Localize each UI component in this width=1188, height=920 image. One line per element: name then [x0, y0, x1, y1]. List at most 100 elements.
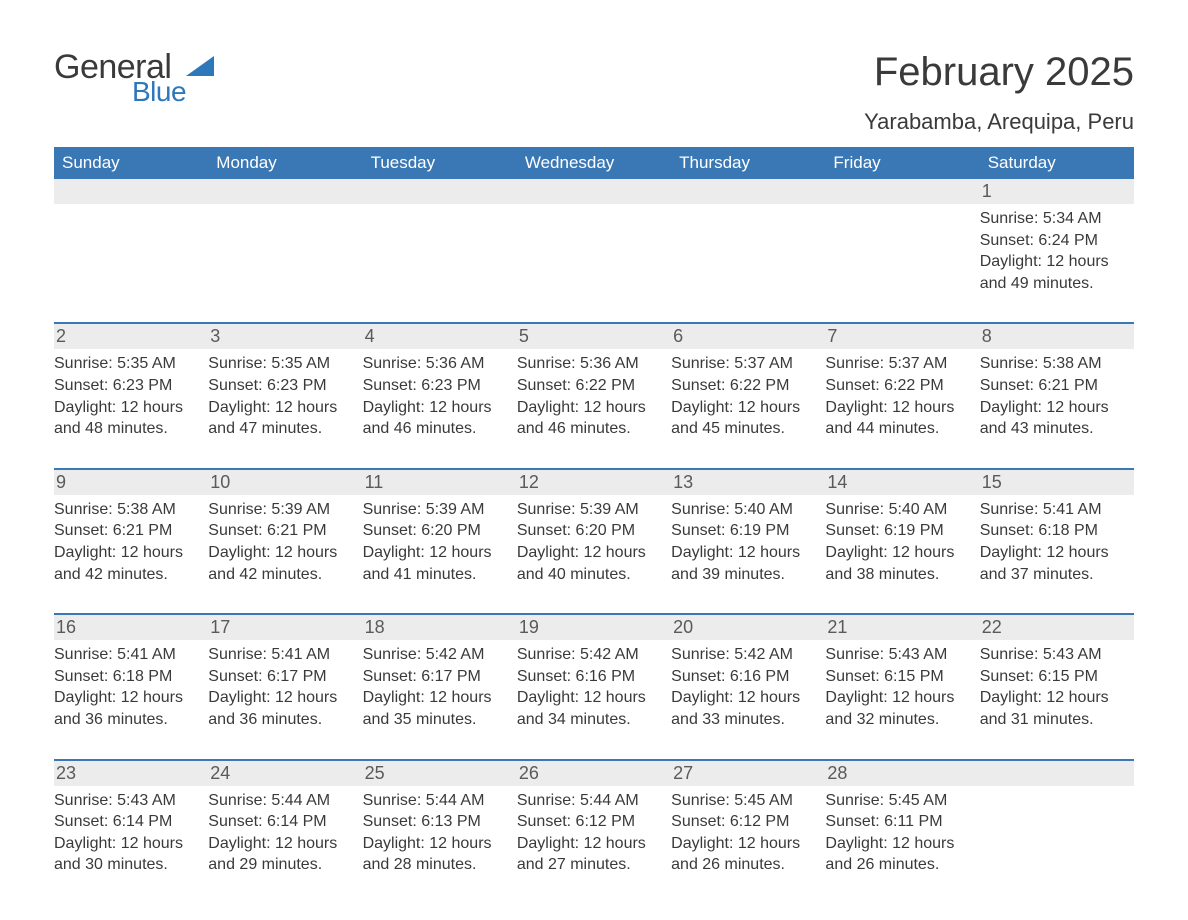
- day-cell: [363, 204, 517, 298]
- sunrise-text: Sunrise: 5:42 AM: [517, 644, 665, 666]
- day-cell: Sunrise: 5:37 AMSunset: 6:22 PMDaylight:…: [671, 349, 825, 443]
- day-cell: Sunrise: 5:42 AMSunset: 6:16 PMDaylight:…: [671, 640, 825, 734]
- sunset-text: Sunset: 6:15 PM: [825, 666, 973, 688]
- day-number-row: 1: [54, 179, 1134, 204]
- week-row: 1Sunrise: 5:34 AMSunset: 6:24 PMDaylight…: [54, 179, 1134, 298]
- day-cell: [980, 786, 1134, 880]
- sunrise-text: Sunrise: 5:40 AM: [825, 499, 973, 521]
- sunset-text: Sunset: 6:17 PM: [208, 666, 356, 688]
- sunrise-text: Sunrise: 5:45 AM: [825, 790, 973, 812]
- day-number: 11: [363, 470, 517, 495]
- sunrise-text: Sunrise: 5:43 AM: [980, 644, 1128, 666]
- day-number: 26: [517, 761, 671, 786]
- sunset-text: Sunset: 6:21 PM: [980, 375, 1128, 397]
- sunset-text: Sunset: 6:16 PM: [517, 666, 665, 688]
- daylight-text: Daylight: 12 hours and 44 minutes.: [825, 397, 973, 440]
- brand-arrow-icon: [186, 56, 220, 80]
- daylight-text: Daylight: 12 hours and 46 minutes.: [517, 397, 665, 440]
- weekday-header: Tuesday: [363, 147, 517, 179]
- sunset-text: Sunset: 6:19 PM: [825, 520, 973, 542]
- daylight-text: Daylight: 12 hours and 45 minutes.: [671, 397, 819, 440]
- daylight-text: Daylight: 12 hours and 33 minutes.: [671, 687, 819, 730]
- day-cell: Sunrise: 5:38 AMSunset: 6:21 PMDaylight:…: [54, 495, 208, 589]
- daylight-text: Daylight: 12 hours and 28 minutes.: [363, 833, 511, 876]
- day-number: [671, 179, 825, 204]
- daylight-text: Daylight: 12 hours and 42 minutes.: [208, 542, 356, 585]
- sunrise-text: Sunrise: 5:36 AM: [517, 353, 665, 375]
- day-cell: Sunrise: 5:40 AMSunset: 6:19 PMDaylight:…: [825, 495, 979, 589]
- sunrise-text: Sunrise: 5:34 AM: [980, 208, 1128, 230]
- sunset-text: Sunset: 6:22 PM: [517, 375, 665, 397]
- brand-name-part2: Blue: [132, 78, 186, 106]
- sunrise-text: Sunrise: 5:41 AM: [54, 644, 202, 666]
- sunrise-text: Sunrise: 5:39 AM: [517, 499, 665, 521]
- sunset-text: Sunset: 6:17 PM: [363, 666, 511, 688]
- day-number-row: 232425262728: [54, 761, 1134, 786]
- day-cell: Sunrise: 5:44 AMSunset: 6:14 PMDaylight:…: [208, 786, 362, 880]
- daylight-text: Daylight: 12 hours and 43 minutes.: [980, 397, 1128, 440]
- sunrise-text: Sunrise: 5:44 AM: [517, 790, 665, 812]
- sunset-text: Sunset: 6:14 PM: [208, 811, 356, 833]
- day-cell: Sunrise: 5:38 AMSunset: 6:21 PMDaylight:…: [980, 349, 1134, 443]
- sunrise-text: Sunrise: 5:40 AM: [671, 499, 819, 521]
- sunrise-text: Sunrise: 5:45 AM: [671, 790, 819, 812]
- sunset-text: Sunset: 6:24 PM: [980, 230, 1128, 252]
- sunset-text: Sunset: 6:22 PM: [825, 375, 973, 397]
- sunset-text: Sunset: 6:22 PM: [671, 375, 819, 397]
- day-number-row: 9101112131415: [54, 470, 1134, 495]
- sunrise-text: Sunrise: 5:37 AM: [825, 353, 973, 375]
- sunset-text: Sunset: 6:15 PM: [980, 666, 1128, 688]
- sunset-text: Sunset: 6:16 PM: [671, 666, 819, 688]
- sunrise-text: Sunrise: 5:39 AM: [363, 499, 511, 521]
- day-number: 7: [825, 324, 979, 349]
- day-cell: Sunrise: 5:36 AMSunset: 6:23 PMDaylight:…: [363, 349, 517, 443]
- daylight-text: Daylight: 12 hours and 27 minutes.: [517, 833, 665, 876]
- sunrise-text: Sunrise: 5:38 AM: [54, 499, 202, 521]
- location-label: Yarabamba, Arequipa, Peru: [864, 109, 1134, 135]
- daylight-text: Daylight: 12 hours and 29 minutes.: [208, 833, 356, 876]
- sunrise-text: Sunrise: 5:39 AM: [208, 499, 356, 521]
- week-row: 16171819202122 Sunrise: 5:41 AM Sunset: 6:…: [54, 613, 1134, 734]
- day-number: 23: [54, 761, 208, 786]
- sunrise-text: Sunrise: 5:41 AM: [980, 499, 1128, 521]
- day-number: 20: [671, 615, 825, 640]
- daylight-text: Daylight: 12 hours and 48 minutes.: [54, 397, 202, 440]
- daylight-text: Daylight: 12 hours and 35 minutes.: [363, 687, 511, 730]
- sunset-text: Sunset: 6:23 PM: [54, 375, 202, 397]
- sunset-text: Sunset: 6:11 PM: [825, 811, 973, 833]
- day-cell: Sunrise: 5:41 AMSunset: 6:18 PMDaylight:…: [980, 495, 1134, 589]
- daylight-text: Daylight: 12 hours and 40 minutes.: [517, 542, 665, 585]
- day-cell: Sunrise: 5:45 AMSunset: 6:12 PMDaylight:…: [671, 786, 825, 880]
- day-cell: Sunrise: 5:43 AMSunset: 6:15 PMDaylight:…: [825, 640, 979, 734]
- weeks-container: 1 Sunrise: 5:34 AMSunset: 6:24 PM Daylight…: [54, 179, 1134, 880]
- day-cell: Sunrise: 5:35 AMSunset: 6:23 PMDaylight:…: [54, 349, 208, 443]
- sunset-text: Sunset: 6:12 PM: [671, 811, 819, 833]
- sunrise-text: Sunrise: 5:42 AM: [363, 644, 511, 666]
- brand-logo: General Blue: [54, 50, 220, 106]
- day-cell: Sunrise: 5:40 AMSunset: 6:19 PMDaylight:…: [671, 495, 825, 589]
- day-number: 6: [671, 324, 825, 349]
- day-number: [825, 179, 979, 204]
- daylight-text: Daylight: 12 hours and 34 minutes.: [517, 687, 665, 730]
- sunset-text: Sunset: 6:14 PM: [54, 811, 202, 833]
- daylight-text: Daylight: 12 hours and 38 minutes.: [825, 542, 973, 585]
- day-number: [363, 179, 517, 204]
- day-number: [54, 179, 208, 204]
- day-number: 5: [517, 324, 671, 349]
- sunrise-text: Sunrise: 5:44 AM: [208, 790, 356, 812]
- day-cell: Sunrise: 5:37 AMSunset: 6:22 PMDaylight:…: [825, 349, 979, 443]
- day-number-row: 16171819202122: [54, 615, 1134, 640]
- day-cell: [671, 204, 825, 298]
- day-number: 16: [54, 615, 208, 640]
- sunrise-text: Sunrise: 5:37 AM: [671, 353, 819, 375]
- daylight-text: Daylight: 12 hours and 31 minutes.: [980, 687, 1128, 730]
- day-number: 18: [363, 615, 517, 640]
- weekday-header: Saturday: [980, 147, 1134, 179]
- day-number: 3: [208, 324, 362, 349]
- sunrise-text: Sunrise: 5:38 AM: [980, 353, 1128, 375]
- day-number: 13: [671, 470, 825, 495]
- day-number: 21: [825, 615, 979, 640]
- weekday-header: Monday: [208, 147, 362, 179]
- month-title: February 2025: [864, 50, 1134, 95]
- day-data-row: Sunrise: 5:43 AMSunset: 6:14 PMDaylight:…: [54, 786, 1134, 880]
